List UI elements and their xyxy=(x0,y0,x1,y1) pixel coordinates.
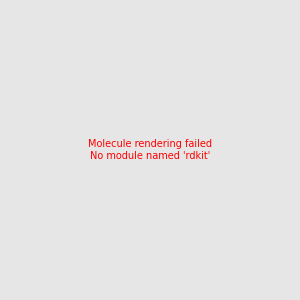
Text: Molecule rendering failed
No module named 'rdkit': Molecule rendering failed No module name… xyxy=(88,139,212,161)
